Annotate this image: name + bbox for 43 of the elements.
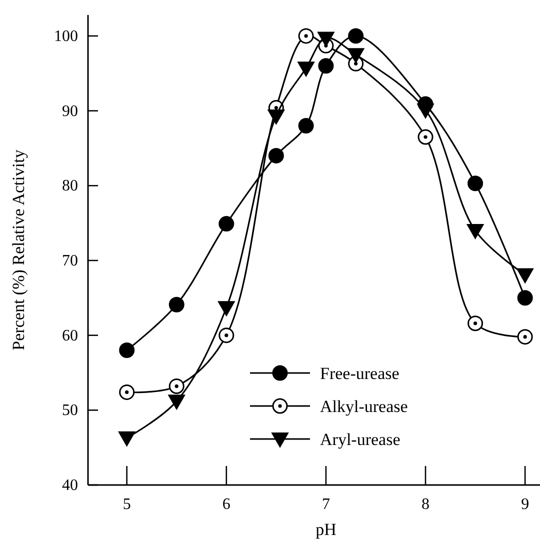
point [119, 384, 135, 400]
point [298, 62, 315, 77]
point [298, 28, 314, 44]
legend-label: Free-urease [320, 364, 400, 383]
point [318, 58, 334, 74]
point [119, 342, 135, 358]
x-axis-title: pH [316, 520, 336, 539]
point [218, 216, 234, 232]
point [347, 48, 364, 64]
point [168, 296, 184, 312]
point [268, 110, 285, 125]
x-tick-label: 9 [521, 496, 530, 513]
point [418, 129, 434, 145]
point [517, 290, 533, 306]
point [268, 148, 284, 164]
point [317, 32, 334, 47]
x-tick-label: 5 [122, 496, 131, 513]
x-tick-label: 7 [322, 496, 330, 513]
point [466, 224, 484, 240]
y-tick-label: 50 [62, 402, 78, 420]
point [468, 316, 484, 332]
point [517, 329, 533, 345]
y-tick-label: 80 [62, 178, 78, 195]
point [417, 104, 434, 119]
point [468, 176, 484, 192]
point [218, 301, 235, 316]
point [168, 378, 184, 394]
y-tick-label: 70 [62, 252, 78, 270]
y-tick-label: 40 [62, 477, 78, 494]
point [168, 394, 186, 410]
point [298, 118, 314, 134]
point [218, 328, 234, 344]
point [348, 28, 364, 44]
y-axis-title: Percent (%) Relative Activity [9, 149, 28, 350]
legend-label: Aryl-urease [320, 430, 400, 449]
y-tick-label: 100 [54, 28, 78, 45]
legend-label: Alkyl-urease [320, 397, 408, 416]
point [516, 268, 534, 284]
y-tick-label: 90 [62, 102, 78, 120]
x-tick-label: 8 [422, 496, 430, 513]
x-tick-label: 6 [222, 496, 230, 513]
y-tick-label: 60 [62, 327, 78, 344]
point [118, 431, 136, 446]
